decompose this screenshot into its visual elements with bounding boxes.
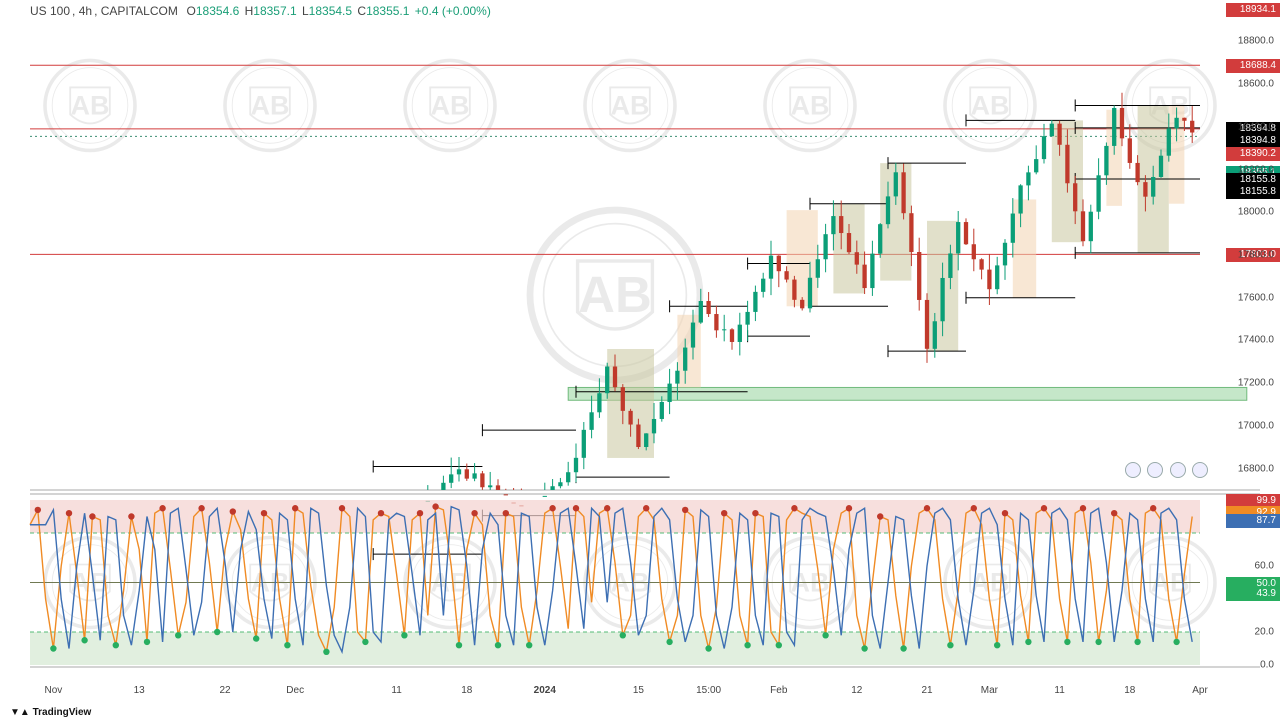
chart-svg[interactable]: ABABABABABABABABABABABABABABAB	[0, 0, 1280, 720]
price-axis-tick: 17800.0	[1238, 250, 1274, 261]
svg-text:AB: AB	[71, 90, 110, 120]
footer-text: TradingView	[33, 707, 92, 718]
flag-icon	[1170, 462, 1186, 478]
time-axis-tick: 15	[633, 685, 644, 696]
price-axis-tick: 17200.0	[1238, 378, 1274, 389]
indicator-level-label: 87.7	[1226, 514, 1280, 528]
price-level-label: 18688.4	[1226, 59, 1280, 73]
price-level-label: 18934.1	[1226, 3, 1280, 17]
price-axis-tick: 17000.0	[1238, 420, 1274, 431]
time-axis-tick: 2024	[534, 685, 556, 696]
ohlc-o: 18354.6	[196, 4, 239, 18]
svg-text:AB: AB	[791, 90, 830, 120]
time-axis-tick: 11	[391, 685, 401, 696]
price-axis-tick: 16800.0	[1238, 463, 1274, 474]
price-axis-tick: 17600.0	[1238, 292, 1274, 303]
flag-icon	[1147, 462, 1163, 478]
ohlc-l: 18354.5	[309, 4, 352, 18]
time-axis-tick: 13	[134, 685, 145, 696]
indicator-axis-tick: 0.0	[1260, 660, 1274, 671]
footer-brand: ▼▲ TradingView	[10, 707, 91, 718]
indicator-axis-tick: 60.0	[1255, 561, 1274, 572]
ohlc-h: 18357.1	[253, 4, 296, 18]
price-axis-tick: 18200.0	[1238, 164, 1274, 175]
flag-badges	[1125, 462, 1210, 483]
time-axis-tick: 11	[1054, 685, 1064, 696]
price-level-label: 18155.8	[1226, 185, 1280, 199]
flag-icon	[1192, 462, 1208, 478]
chart-root[interactable]: US 100, 4h, CAPITALCOM O18354.6 H18357.1…	[0, 0, 1280, 720]
broker: CAPITALCOM	[101, 4, 178, 18]
ohlc-chg: +0.4 (+0.00%)	[415, 4, 491, 18]
time-axis-tick: 18	[1124, 685, 1135, 696]
time-axis-tick: 18	[461, 685, 472, 696]
svg-text:AB: AB	[251, 90, 290, 120]
time-axis-tick: 15:00	[696, 685, 721, 696]
ohlc-c: 18355.1	[366, 4, 409, 18]
price-axis-tick: 17400.0	[1238, 335, 1274, 346]
time-axis-tick: Mar	[981, 685, 998, 696]
time-axis-tick: 12	[851, 685, 862, 696]
time-axis-tick: Dec	[286, 685, 304, 696]
price-axis-tick: 18400.0	[1238, 121, 1274, 132]
price-axis-tick: 18800.0	[1238, 36, 1274, 47]
time-axis-tick: Nov	[44, 685, 62, 696]
time-axis-tick: Feb	[770, 685, 787, 696]
svg-text:AB: AB	[611, 90, 650, 120]
symbol-header: US 100, 4h, CAPITALCOM O18354.6 H18357.1…	[30, 4, 493, 18]
interval: 4h	[79, 4, 92, 18]
price-level-label: 18390.2	[1226, 147, 1280, 161]
svg-text:AB: AB	[431, 90, 470, 120]
price-level-label: 18394.8	[1226, 134, 1280, 148]
indicator-axis-tick: 20.0	[1255, 627, 1274, 638]
svg-text:AB: AB	[578, 266, 652, 323]
flag-icon	[1125, 462, 1141, 478]
price-axis-tick: 18600.0	[1238, 79, 1274, 90]
time-axis-tick: 22	[219, 685, 230, 696]
price-axis-tick: 18000.0	[1238, 207, 1274, 218]
indicator-level-label: 43.9	[1226, 587, 1280, 601]
time-axis-tick: Apr	[1192, 685, 1208, 696]
time-axis-tick: 21	[921, 685, 932, 696]
ticker: US 100	[30, 4, 70, 18]
svg-text:AB: AB	[971, 90, 1010, 120]
